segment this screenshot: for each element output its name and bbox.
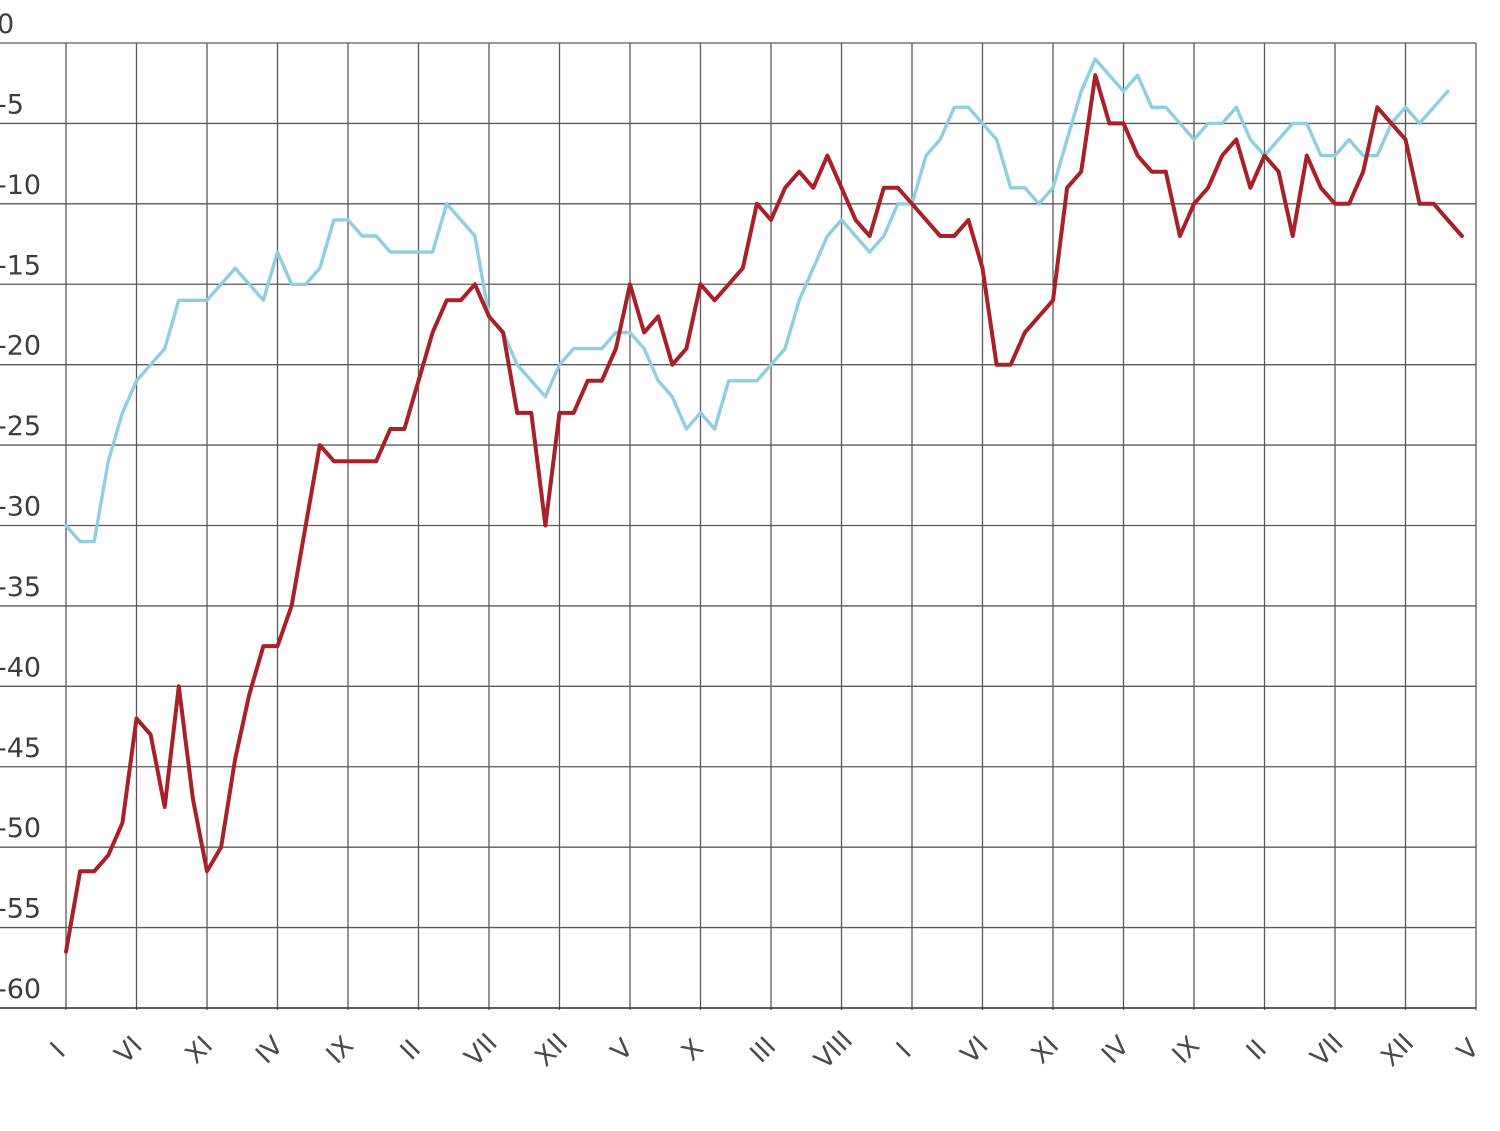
x-tick-label: IX: [321, 1031, 360, 1070]
y-tick-label: -20: [0, 331, 41, 362]
y-tick-label: -30: [0, 492, 41, 523]
y-tick-label: -25: [0, 411, 41, 442]
x-tick-label: IV: [250, 1031, 289, 1070]
series-lines: [64, 57, 1464, 954]
y-tick-label: -50: [0, 813, 41, 844]
y-tick-label: -40: [0, 652, 41, 683]
y-axis-tick-labels: 0 -5 -10 -15 -20 -25 -30 -35 -40 -45 -50 -55 -60: [0, 9, 41, 1005]
y-tick-label: -55: [0, 894, 41, 925]
y-tick-label: -5: [0, 89, 24, 120]
x-tick-label: VII: [459, 1028, 504, 1073]
y-tick-label: -60: [0, 974, 41, 1005]
y-tick-label: -35: [0, 572, 41, 603]
x-tick-label: I: [45, 1037, 72, 1064]
x-tick-label: IV: [1096, 1031, 1135, 1070]
x-tick-label: II: [1241, 1034, 1273, 1066]
grid-lines: [0, 42, 1477, 1010]
x-tick-label: I: [891, 1037, 918, 1064]
x-tick-label: XII: [530, 1028, 575, 1073]
series-line-2: [64, 57, 1450, 544]
x-tick-label: VII: [1305, 1028, 1350, 1073]
y-tick-label: -45: [0, 733, 41, 764]
x-tick-label: III: [745, 1032, 782, 1069]
x-tick-label: V: [605, 1033, 639, 1067]
x-tick-label: VIII: [809, 1025, 859, 1075]
x-tick-label: V: [1451, 1033, 1485, 1067]
x-tick-label: X: [676, 1033, 710, 1067]
x-tick-label: XI: [180, 1031, 219, 1070]
x-tick-label: VI: [109, 1031, 148, 1070]
x-axis-tick-labels: I VI XI IV IX II VII XII V X III VIII I VI XI IV IX II VII…: [45, 1025, 1485, 1075]
y-tick-label: 0: [0, 9, 14, 40]
y-tick-label: -15: [0, 250, 41, 281]
series-line-1: [64, 73, 1464, 954]
x-tick-label: VI: [955, 1031, 994, 1070]
x-tick-label: IX: [1167, 1031, 1206, 1070]
x-tick-label: II: [395, 1034, 427, 1066]
x-tick-label: XI: [1026, 1031, 1065, 1070]
x-tick-label: XII: [1376, 1028, 1421, 1073]
y-tick-label: -10: [0, 170, 41, 201]
